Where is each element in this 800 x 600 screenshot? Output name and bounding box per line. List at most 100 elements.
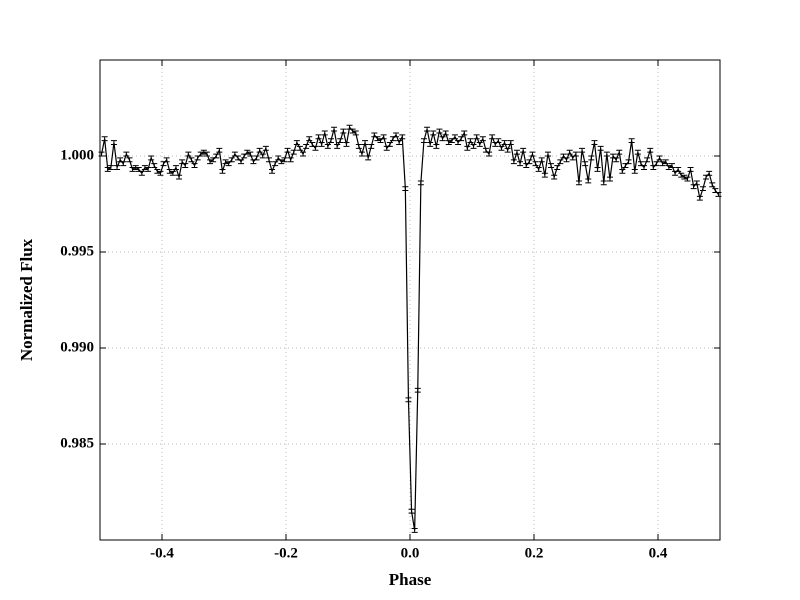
error-bar <box>306 136 313 142</box>
x-tick-label: 0.2 <box>525 545 544 561</box>
error-bar <box>340 128 347 134</box>
error-bar <box>579 147 586 153</box>
error-bar <box>467 138 474 144</box>
error-bar <box>284 147 291 153</box>
x-axis-label: Phase <box>389 570 432 589</box>
error-bar <box>188 157 195 163</box>
error-bar <box>303 143 310 149</box>
error-bar <box>678 172 685 178</box>
error-bar <box>470 143 477 149</box>
error-bar <box>265 157 272 163</box>
error-bar <box>613 157 620 163</box>
error-bar <box>693 180 700 186</box>
error-bar <box>334 143 341 149</box>
error-bar <box>312 145 319 151</box>
error-bar <box>145 167 152 172</box>
x-tick-label: 0.0 <box>401 545 420 561</box>
y-tick-label: 0.985 <box>60 435 94 451</box>
error-bar <box>222 159 229 165</box>
error-bar <box>200 149 207 155</box>
error-bar <box>110 140 117 145</box>
error-bar <box>479 136 486 142</box>
error-bar <box>541 172 548 178</box>
error-bar <box>185 151 192 157</box>
error-bar <box>138 170 145 176</box>
error-bar <box>538 157 545 163</box>
error-bar <box>365 155 372 161</box>
error-bar <box>405 397 412 403</box>
error-bar <box>594 167 601 172</box>
error-bar <box>498 145 505 151</box>
error-bar <box>157 170 164 176</box>
error-bar <box>327 138 334 144</box>
error-bar <box>262 145 269 151</box>
error-bar <box>362 140 369 145</box>
error-bar <box>445 140 452 145</box>
error-bar <box>393 132 400 138</box>
error-bar <box>414 387 421 393</box>
error-bar <box>256 147 263 153</box>
error-bar <box>203 151 210 157</box>
error-bar <box>123 151 130 157</box>
error-bar <box>300 151 307 157</box>
error-bar <box>458 136 465 142</box>
error-bar <box>517 161 524 167</box>
error-bar <box>619 168 626 174</box>
y-tick-label: 0.990 <box>60 339 94 355</box>
error-bar <box>207 159 214 165</box>
error-bar <box>374 136 381 142</box>
error-bar <box>563 157 570 163</box>
error-bar <box>665 165 672 170</box>
error-bar <box>141 165 148 170</box>
error-bar <box>219 168 226 174</box>
error-bar <box>278 159 285 165</box>
error-bar <box>464 145 471 151</box>
error-bar <box>535 167 542 172</box>
error-bar <box>634 149 641 155</box>
error-bar <box>641 165 648 170</box>
error-bar <box>513 149 520 155</box>
error-bar <box>238 159 245 165</box>
error-bar <box>114 165 121 170</box>
error-bar <box>151 163 158 169</box>
error-bar <box>244 149 251 155</box>
error-bar <box>681 174 688 180</box>
error-bar <box>197 151 204 157</box>
error-bar <box>554 165 561 170</box>
error-bar <box>706 170 713 176</box>
error-bar <box>259 153 266 159</box>
error-bar <box>544 151 551 157</box>
error-bar <box>591 140 598 145</box>
error-bar <box>520 147 527 153</box>
error-bar <box>191 163 198 169</box>
error-bar <box>176 174 183 180</box>
error-bar <box>603 151 610 157</box>
error-bar <box>368 143 375 149</box>
error-bar <box>216 147 223 153</box>
error-bar <box>132 165 139 170</box>
x-tick-label: -0.2 <box>274 545 298 561</box>
error-bar <box>628 138 635 144</box>
error-bar <box>253 155 260 161</box>
error-bar <box>600 180 607 186</box>
error-bar <box>126 157 133 163</box>
error-bar <box>315 134 322 140</box>
error-bar <box>380 134 387 140</box>
error-bar <box>420 138 427 144</box>
error-bar <box>532 161 539 167</box>
error-bar <box>616 149 623 155</box>
error-bar <box>166 168 173 174</box>
error-bar <box>349 128 356 134</box>
plot-frame <box>99 59 721 541</box>
error-bar <box>296 145 303 151</box>
error-bar <box>331 126 338 132</box>
error-bar <box>318 142 325 147</box>
error-bar <box>352 130 359 136</box>
error-bar <box>290 149 297 155</box>
error-bar <box>154 168 161 174</box>
error-bar <box>436 128 443 134</box>
y-tick-label: 1.000 <box>60 147 94 163</box>
error-bar <box>358 151 365 157</box>
error-bar <box>656 155 663 161</box>
x-tick-label: 0.4 <box>649 545 668 561</box>
